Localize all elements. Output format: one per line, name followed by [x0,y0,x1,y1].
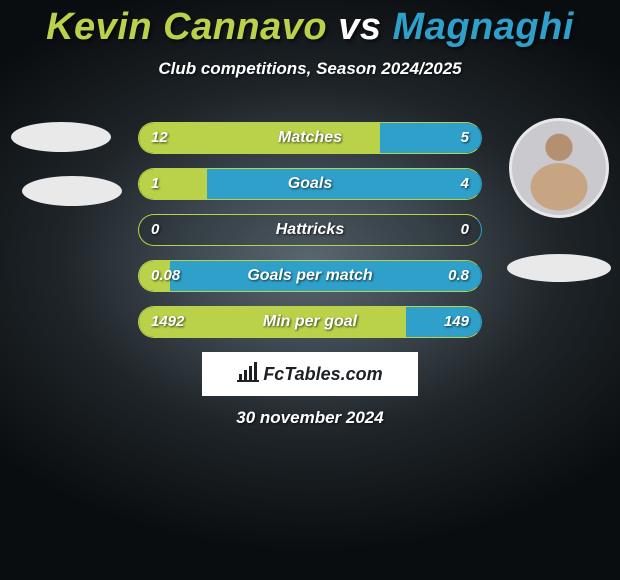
fctables-logo: FcTables.com [202,352,418,396]
player2-avatar-column [504,118,614,282]
player1-avatar-placeholder [11,122,111,152]
player1-avatar-column [6,118,116,206]
stat-row: 1492149Min per goal [138,306,482,338]
stat-label: Hattricks [139,215,481,246]
stat-label: Matches [139,123,481,154]
date-label: 30 november 2024 [0,408,620,428]
subtitle: Club competitions, Season 2024/2025 [0,59,620,79]
player2-avatar [509,118,609,218]
logo-text: FcTables.com [263,364,382,385]
chart-icon [237,362,259,387]
stat-label: Goals [139,169,481,200]
page-title: Kevin Cannavo vs Magnaghi [0,0,620,49]
stat-row: 0.080.8Goals per match [138,260,482,292]
player2-team-badge-placeholder [507,254,611,282]
player1-name: Kevin Cannavo [46,6,327,48]
player2-name: Magnaghi [393,6,574,48]
stat-row: 00Hattricks [138,214,482,246]
stat-label: Min per goal [139,307,481,338]
stats-bars: 125Matches 14Goals 00Hattricks 0.080.8Goals… [138,122,482,352]
vs-separator: vs [338,6,381,48]
comparison-card: Kevin Cannavo vs Magnaghi Club competiti… [0,0,620,580]
stat-row: 125Matches [138,122,482,154]
player1-team-badge-placeholder [22,176,122,206]
stat-row: 14Goals [138,168,482,200]
stat-label: Goals per match [139,261,481,292]
